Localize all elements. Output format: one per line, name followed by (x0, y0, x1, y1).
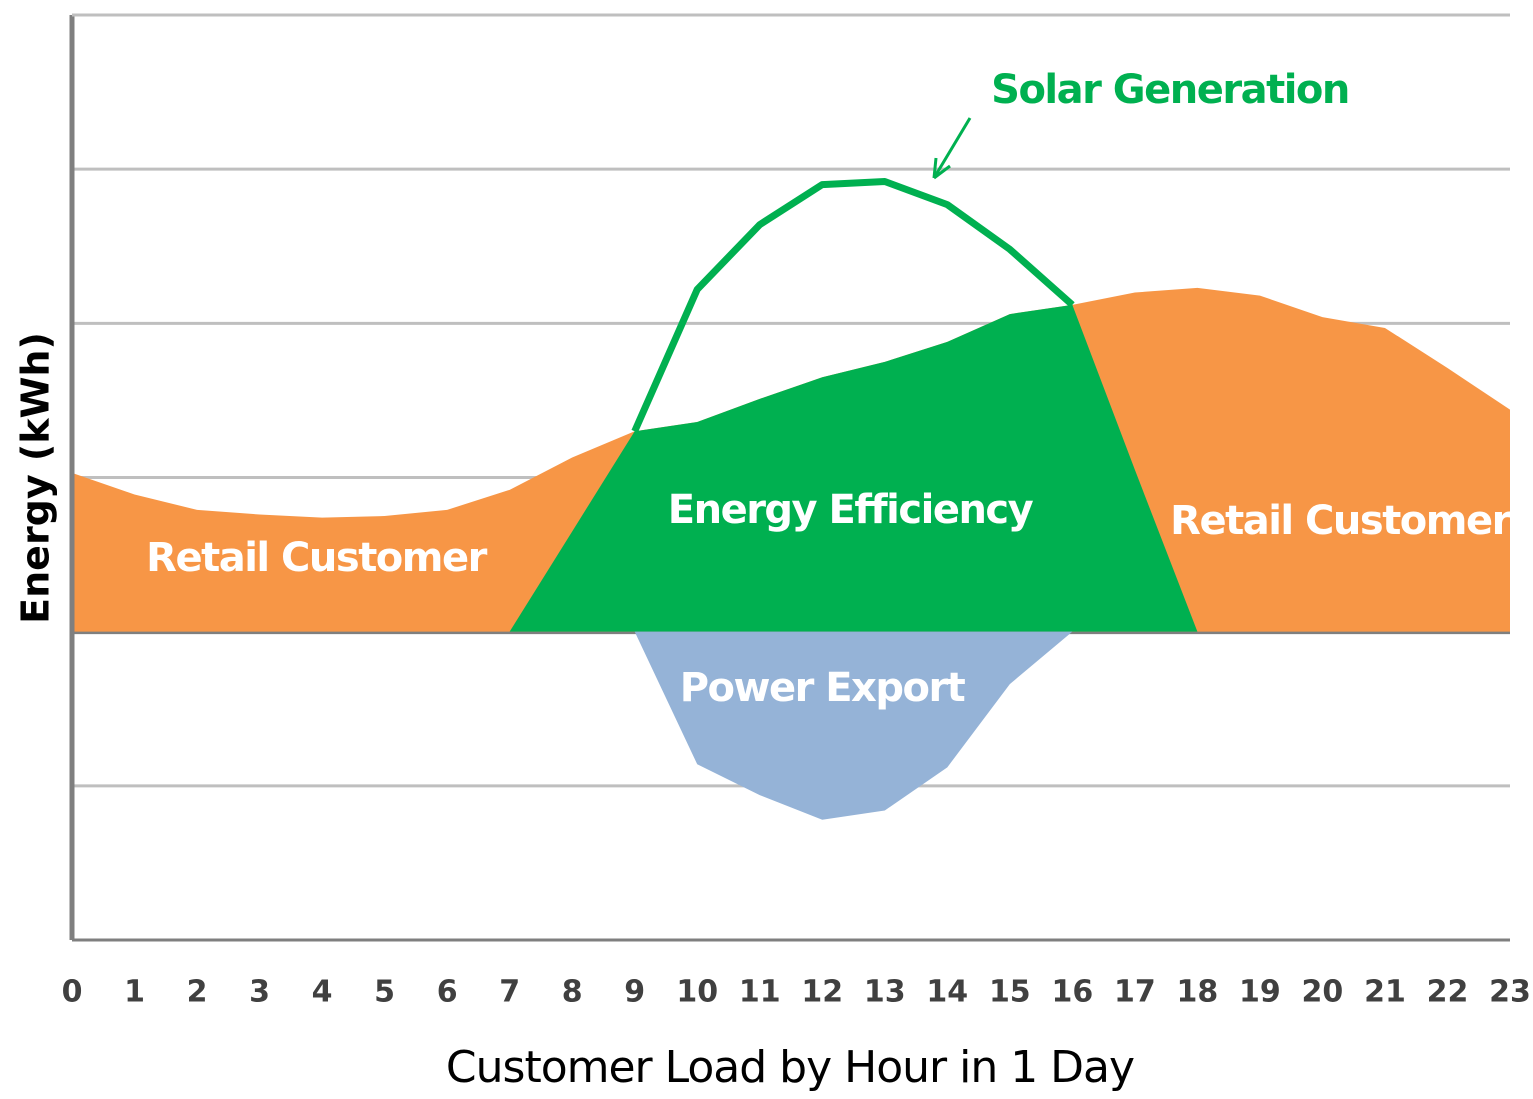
x-tick-label: 19 (1239, 975, 1281, 1010)
x-tick-label: 3 (249, 975, 270, 1010)
x-tick-label: 0 (62, 975, 83, 1010)
x-tick-label: 6 (437, 975, 458, 1010)
x-tick-label: 4 (312, 975, 333, 1010)
area (634, 631, 1073, 820)
y-axis-label: Energy (kWh) (14, 332, 58, 624)
x-tick-label: 20 (1302, 975, 1344, 1010)
x-tick-label: 2 (187, 975, 208, 1010)
series-label: Retail Customer (1170, 498, 1511, 544)
annotation-arrow (932, 117, 972, 180)
x-tick-label: 22 (1427, 975, 1469, 1010)
area (509, 304, 1198, 632)
x-tick-label: 5 (374, 975, 395, 1010)
x-axis-label: Customer Load by Hour in 1 Day (446, 1042, 1134, 1093)
series-label: Power Export (680, 665, 966, 711)
x-tick-label: 11 (739, 975, 781, 1010)
x-tick-label: 15 (989, 975, 1031, 1010)
line (631, 178, 1075, 433)
x-tick-label: 16 (1051, 975, 1093, 1010)
x-tick-label: 23 (1489, 975, 1531, 1010)
x-tick-label: 14 (926, 975, 968, 1010)
x-tick-label: 10 (676, 975, 718, 1010)
x-tick-label: 21 (1364, 975, 1406, 1010)
series-label: Retail Customer (146, 535, 487, 581)
x-tick-label: 17 (1114, 975, 1156, 1010)
x-tick-label: 9 (624, 975, 645, 1010)
x-tick-label: 18 (1177, 975, 1219, 1010)
series-label: Solar Generation (991, 67, 1349, 113)
x-tick-label: 1 (124, 975, 145, 1010)
x-tick-label: 13 (864, 975, 906, 1010)
x-tick-label: 8 (562, 975, 583, 1010)
series-label: Energy Efficiency (668, 487, 1034, 533)
x-tick-label: 12 (801, 975, 843, 1010)
x-tick-label: 7 (499, 975, 520, 1010)
